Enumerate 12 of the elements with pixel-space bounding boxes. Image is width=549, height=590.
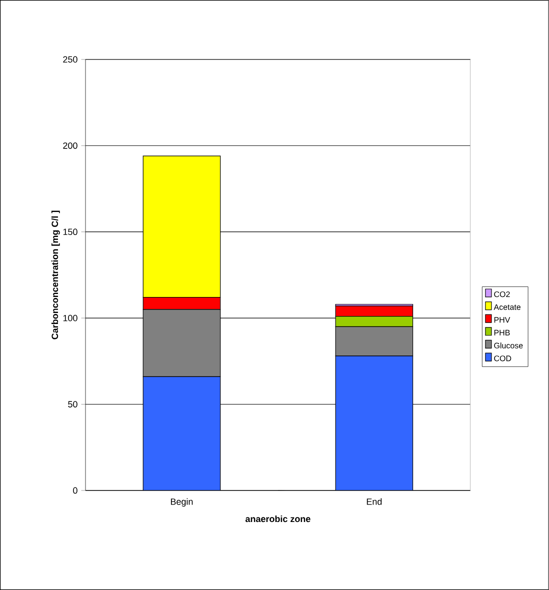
bar — [142, 376, 221, 490]
y-tick-label: 50 — [68, 401, 78, 408]
y-tick-label: 200 — [63, 142, 78, 149]
bar — [335, 356, 414, 490]
x-axis-title: anaerobic zone — [246, 515, 310, 522]
x-tick-label: Begin — [171, 498, 193, 507]
y-tick-label: 150 — [63, 228, 78, 236]
y-axis-title: Carbonconcentration [mg C/l ] — [51, 210, 60, 340]
y-tick-label: 100 — [63, 314, 78, 322]
x-tick-label: End — [366, 498, 382, 505]
y-tick-label: 0 — [73, 487, 78, 494]
y-tick-label: 250 — [63, 56, 78, 63]
